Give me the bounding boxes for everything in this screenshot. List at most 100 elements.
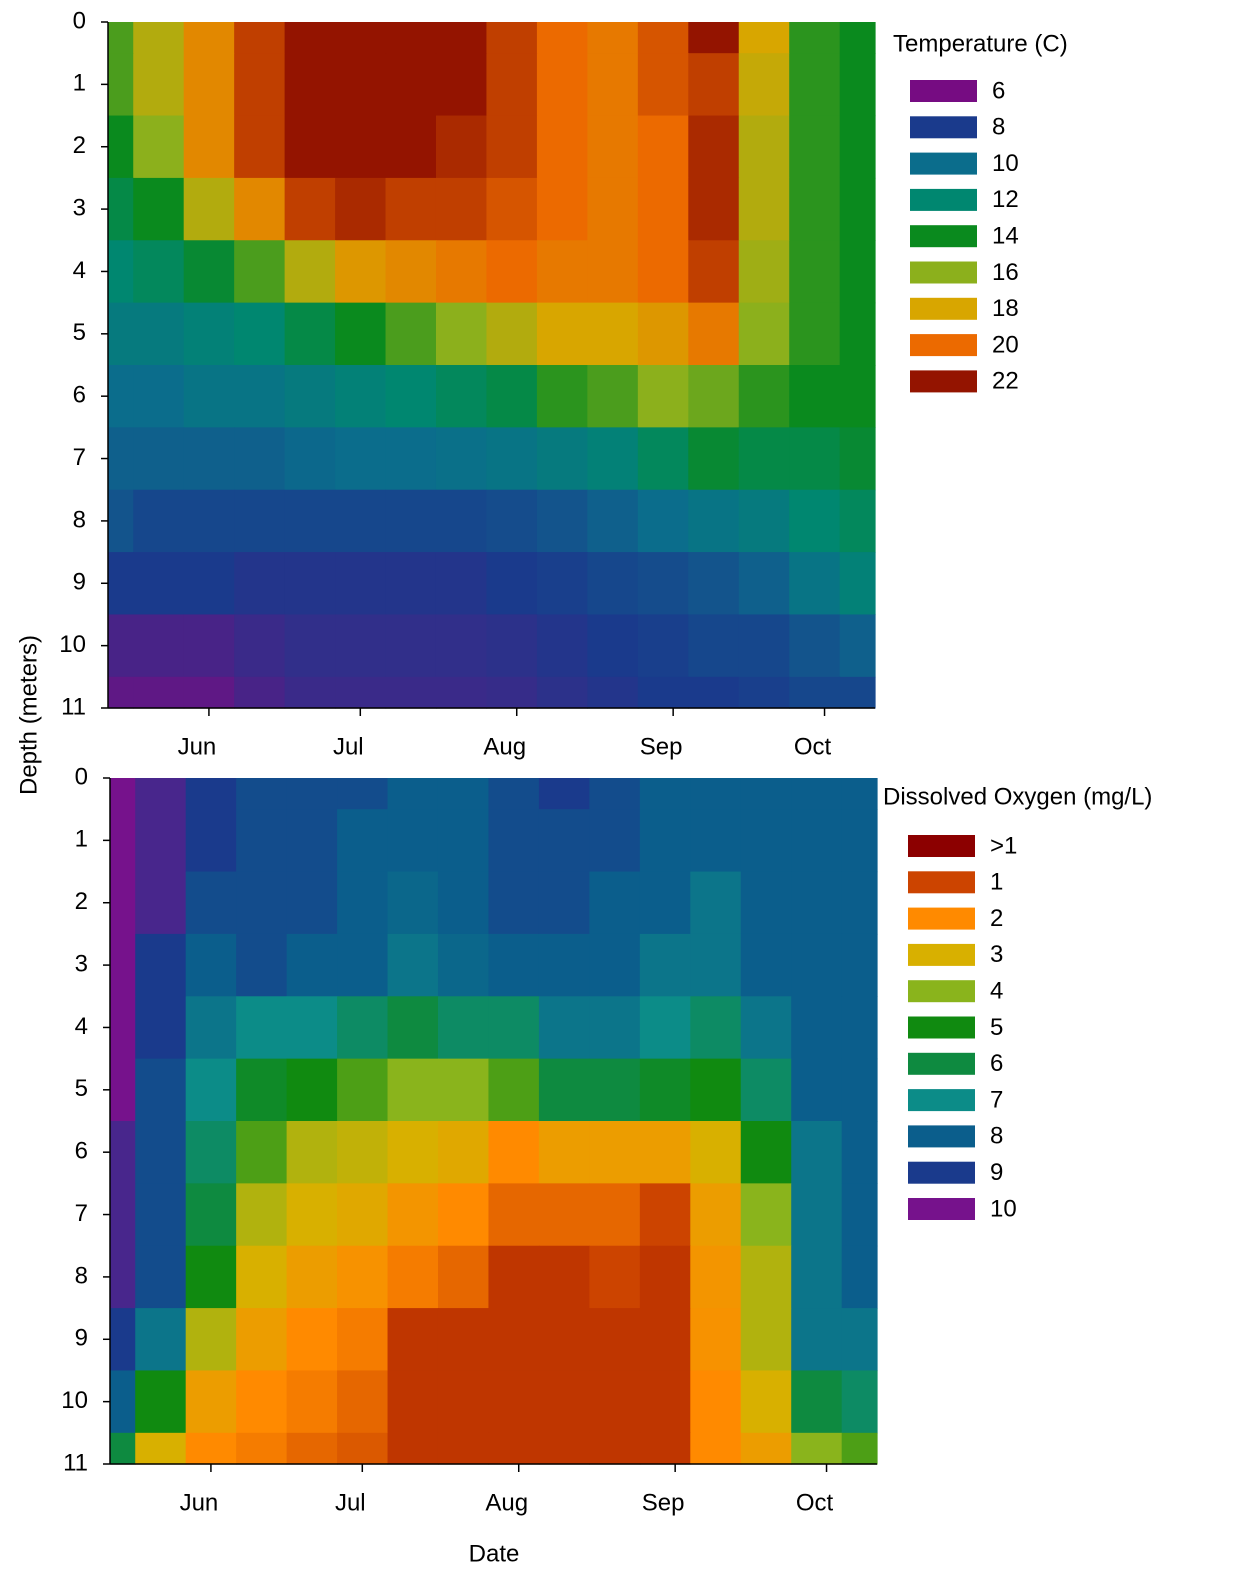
contour-cell (183, 22, 235, 54)
legend-label: 18 (992, 295, 1019, 322)
y-tick-label: 11 (63, 1449, 88, 1476)
contour-cell (110, 1308, 136, 1372)
contour-cell (284, 302, 336, 366)
legend-label: 10 (990, 1195, 1017, 1222)
contour-cell (234, 177, 286, 241)
contour-cell (538, 1370, 590, 1434)
contour-cell (387, 778, 439, 810)
contour-cell (740, 1245, 792, 1309)
legend-swatch (908, 1125, 975, 1148)
contour-cell (286, 809, 338, 873)
contour-cell (435, 614, 488, 678)
contour-cell (841, 1245, 878, 1309)
contour-cell (740, 1370, 792, 1434)
contour-cell (135, 1308, 187, 1372)
y-tick-label: 5 (75, 1075, 88, 1102)
contour-cell (839, 552, 876, 616)
contour-cell (589, 809, 641, 873)
contour-cell (839, 302, 876, 366)
contour-cell (236, 996, 288, 1060)
contour-cell (435, 427, 488, 491)
contour-cell (335, 552, 387, 616)
contour-cell (538, 809, 590, 873)
contour-cell (236, 1308, 288, 1372)
contour-cell (538, 871, 590, 935)
legend-swatch (908, 943, 975, 966)
contour-cell (639, 809, 691, 873)
contour-cell (637, 427, 689, 491)
contour-cell (488, 1121, 540, 1184)
contour-cell (385, 552, 437, 616)
contour-cell (135, 1058, 187, 1122)
contour-cell (284, 22, 336, 54)
y-tick-label: 6 (73, 382, 86, 409)
contour-cell (385, 614, 437, 678)
contour-cell (488, 1245, 540, 1309)
contour-cell (437, 1370, 490, 1434)
contour-cell (385, 302, 437, 366)
contour-cell (841, 778, 878, 810)
contour-cell (437, 1183, 490, 1247)
contour-cell (738, 552, 790, 616)
contour-cell (236, 1058, 288, 1122)
y-tick-label: 7 (73, 444, 86, 471)
contour-cell (236, 1183, 288, 1247)
contour-cell (637, 177, 689, 241)
contour-cell (387, 1308, 439, 1372)
contour-cell (135, 1121, 187, 1184)
contour-cell (587, 302, 639, 366)
legend-swatch (908, 1052, 975, 1075)
contour-cell (337, 1183, 389, 1247)
contour-cell (110, 933, 136, 997)
contour-cell (791, 996, 843, 1060)
legend-label: 22 (992, 368, 1019, 395)
contour-cell (435, 53, 488, 117)
y-tick-label: 2 (73, 132, 86, 159)
contour-cell (133, 177, 185, 241)
contour-cell (637, 365, 689, 428)
contour-cell (234, 552, 286, 616)
legend-label: 6 (990, 1050, 1003, 1077)
contour-cell (536, 22, 588, 54)
contour-cell (335, 676, 387, 709)
contour-cell (183, 115, 235, 179)
contour-cell (841, 996, 878, 1060)
contour-cell (437, 1245, 490, 1309)
contour-cell (791, 1058, 843, 1122)
contour-cell (639, 996, 691, 1060)
contour-cell (488, 1432, 540, 1465)
x-tick-label: Sep (642, 1489, 685, 1516)
contour-cell (841, 1308, 878, 1372)
contour-cell (791, 871, 843, 935)
contour-cell (335, 240, 387, 304)
contour-cell (234, 427, 286, 491)
contour-cell (538, 778, 590, 810)
contour-cell (135, 1183, 187, 1247)
contour-cell (133, 240, 185, 304)
contour-cell (839, 365, 876, 428)
contour-cell (486, 53, 538, 117)
contour-cell (740, 809, 792, 873)
contour-cell (108, 427, 134, 491)
contour-cell (110, 871, 136, 935)
y-tick-label: 3 (73, 194, 86, 221)
contour-cell (337, 871, 389, 935)
contour-cell (286, 933, 338, 997)
legend-swatch (908, 907, 975, 930)
y-tick-label: 9 (73, 569, 86, 596)
contour-cell (387, 996, 439, 1060)
contour-cell (385, 53, 437, 117)
contour-cell (690, 778, 742, 810)
contour-cell (688, 22, 740, 54)
contour-cell (637, 115, 689, 179)
contour-cell (183, 53, 235, 117)
contour-cell (135, 809, 187, 873)
contour-cell (236, 778, 288, 810)
contour-cell (841, 1183, 878, 1247)
contour-cell (284, 614, 336, 678)
contour-cell (284, 552, 336, 616)
contour-cell (841, 809, 878, 873)
contour-cell (108, 22, 134, 54)
contour-cell (185, 1121, 237, 1184)
contour-cell (236, 933, 288, 997)
